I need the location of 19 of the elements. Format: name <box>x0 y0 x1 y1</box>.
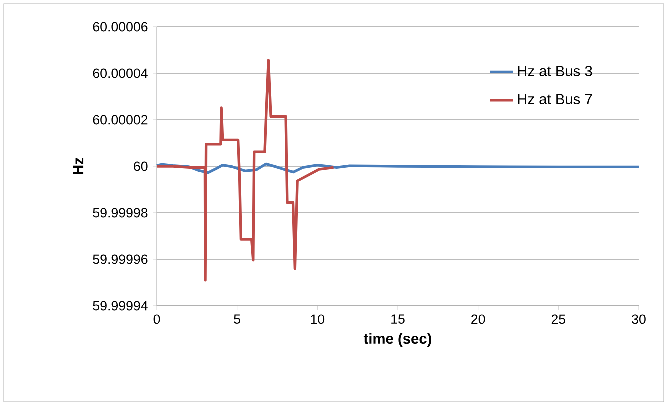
y-tick-label: 59.99998 <box>93 208 148 218</box>
y-tick-label: 60 <box>134 162 148 172</box>
y-tick-label: 60.00004 <box>93 68 148 78</box>
x-tick-label: 20 <box>472 314 486 324</box>
x-tick-label: 10 <box>311 314 325 324</box>
x-tick-label: 5 <box>234 314 240 324</box>
y-tick-label: 59.99996 <box>93 254 148 264</box>
line-series <box>156 59 336 282</box>
x-tick-label: 25 <box>552 314 566 324</box>
legend-label: Hz at Bus 3 <box>518 66 592 76</box>
y-tick-label: 60.00006 <box>93 22 148 32</box>
x-tick-label: 30 <box>632 314 646 324</box>
x-tick-label: 15 <box>392 314 405 324</box>
x-axis-title: time (sec) <box>364 333 432 347</box>
y-tick-label: 59.99994 <box>93 301 148 311</box>
x-tick-label: 0 <box>154 314 160 324</box>
y-tick-label: 60.00002 <box>93 115 148 125</box>
legend-label: Hz at Bus 7 <box>518 94 592 105</box>
y-axis-title: Hz <box>73 158 84 174</box>
